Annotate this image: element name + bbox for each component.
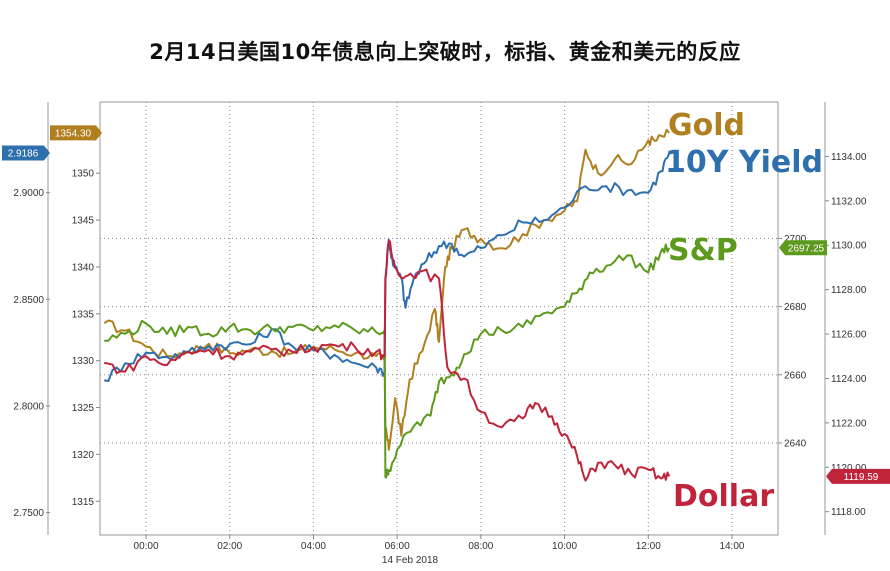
- x-tick-label: 04:00: [301, 541, 326, 552]
- gold-tick-label: 1350: [72, 169, 95, 180]
- gold-last-badge: 1354.30: [50, 125, 102, 141]
- x-tick-label: 14:00: [719, 541, 744, 552]
- x-tick-label: 10:00: [552, 541, 577, 552]
- axis-ticks: 00:00 02:00 04:00 06:00 08:00 10:00 12:00 14:00…: [13, 152, 866, 552]
- series-name-label: S&P: [668, 233, 738, 268]
- dollar-tick-label: 1118.00: [831, 507, 866, 518]
- gold-tick-label: 1320: [72, 450, 95, 461]
- gold-tick-label: 1335: [72, 309, 95, 320]
- x-tick-label: 00:00: [134, 541, 159, 552]
- gold-tick-label: 1325: [72, 403, 95, 414]
- spx-tick-label: 2700: [784, 234, 807, 245]
- series-name-label: Gold: [668, 108, 745, 143]
- svg-text:1354.30: 1354.30: [55, 128, 92, 139]
- series-line-gold: [103, 128, 670, 451]
- yield-tick-label: 2.9000: [13, 188, 44, 199]
- x-tick-label: 12:00: [636, 541, 661, 552]
- dollar-tick-label: 1128.00: [831, 285, 867, 296]
- gold-tick-label: 1315: [72, 497, 95, 508]
- dollar-tick-label: 1134.00: [831, 152, 867, 163]
- dollar-tick-label: 1132.00: [831, 196, 867, 207]
- last-value-badges: 2.9186 1354.30 2697.25 1119.59: [2, 125, 890, 484]
- x-tick-label: 08:00: [468, 541, 493, 552]
- dollar-tick-label: 1120.00: [831, 463, 867, 474]
- x-tick-label: 06:00: [385, 541, 410, 552]
- series-name-label: 10Y Yield: [665, 145, 823, 180]
- x-tick-label: 02:00: [217, 541, 242, 552]
- gold-tick-label: 1345: [72, 216, 95, 227]
- dollar-tick-label: 1130.00: [831, 241, 867, 252]
- yield-tick-label: 2.8000: [13, 401, 44, 412]
- spx-tick-label: 2640: [784, 438, 807, 449]
- series-name-label: Dollar: [673, 479, 774, 514]
- gold-tick-label: 1340: [72, 262, 95, 273]
- spx-tick-label: 2680: [784, 302, 807, 313]
- dollar-tick-label: 1124.00: [831, 374, 867, 385]
- x-date-label: 14 Feb 2018: [382, 555, 439, 566]
- spx-last-badge: 2697.25: [779, 240, 827, 256]
- grid: [100, 102, 778, 535]
- plot-area: [99, 101, 779, 536]
- yield-last-badge: 2.9186: [2, 145, 50, 161]
- chart-title: 2月14日美国10年债息向上突破时，标指、黄金和美元的反应: [149, 40, 741, 64]
- svg-text:2.9186: 2.9186: [8, 148, 39, 159]
- svg-text:2697.25: 2697.25: [788, 243, 825, 254]
- dollar-tick-label: 1126.00: [831, 330, 867, 341]
- series-lines: [103, 128, 671, 482]
- yield-tick-label: 2.8500: [13, 295, 44, 306]
- gold-tick-label: 1330: [72, 356, 95, 367]
- svg-text:1119.59: 1119.59: [844, 472, 879, 483]
- dollar-tick-label: 1122.00: [831, 418, 867, 429]
- series-line-s-p: [104, 243, 671, 479]
- dollar-last-badge: 1119.59: [826, 468, 890, 484]
- spx-tick-label: 2660: [784, 370, 807, 381]
- series-line-dollar: [104, 239, 671, 482]
- yield-tick-label: 2.7500: [13, 508, 44, 519]
